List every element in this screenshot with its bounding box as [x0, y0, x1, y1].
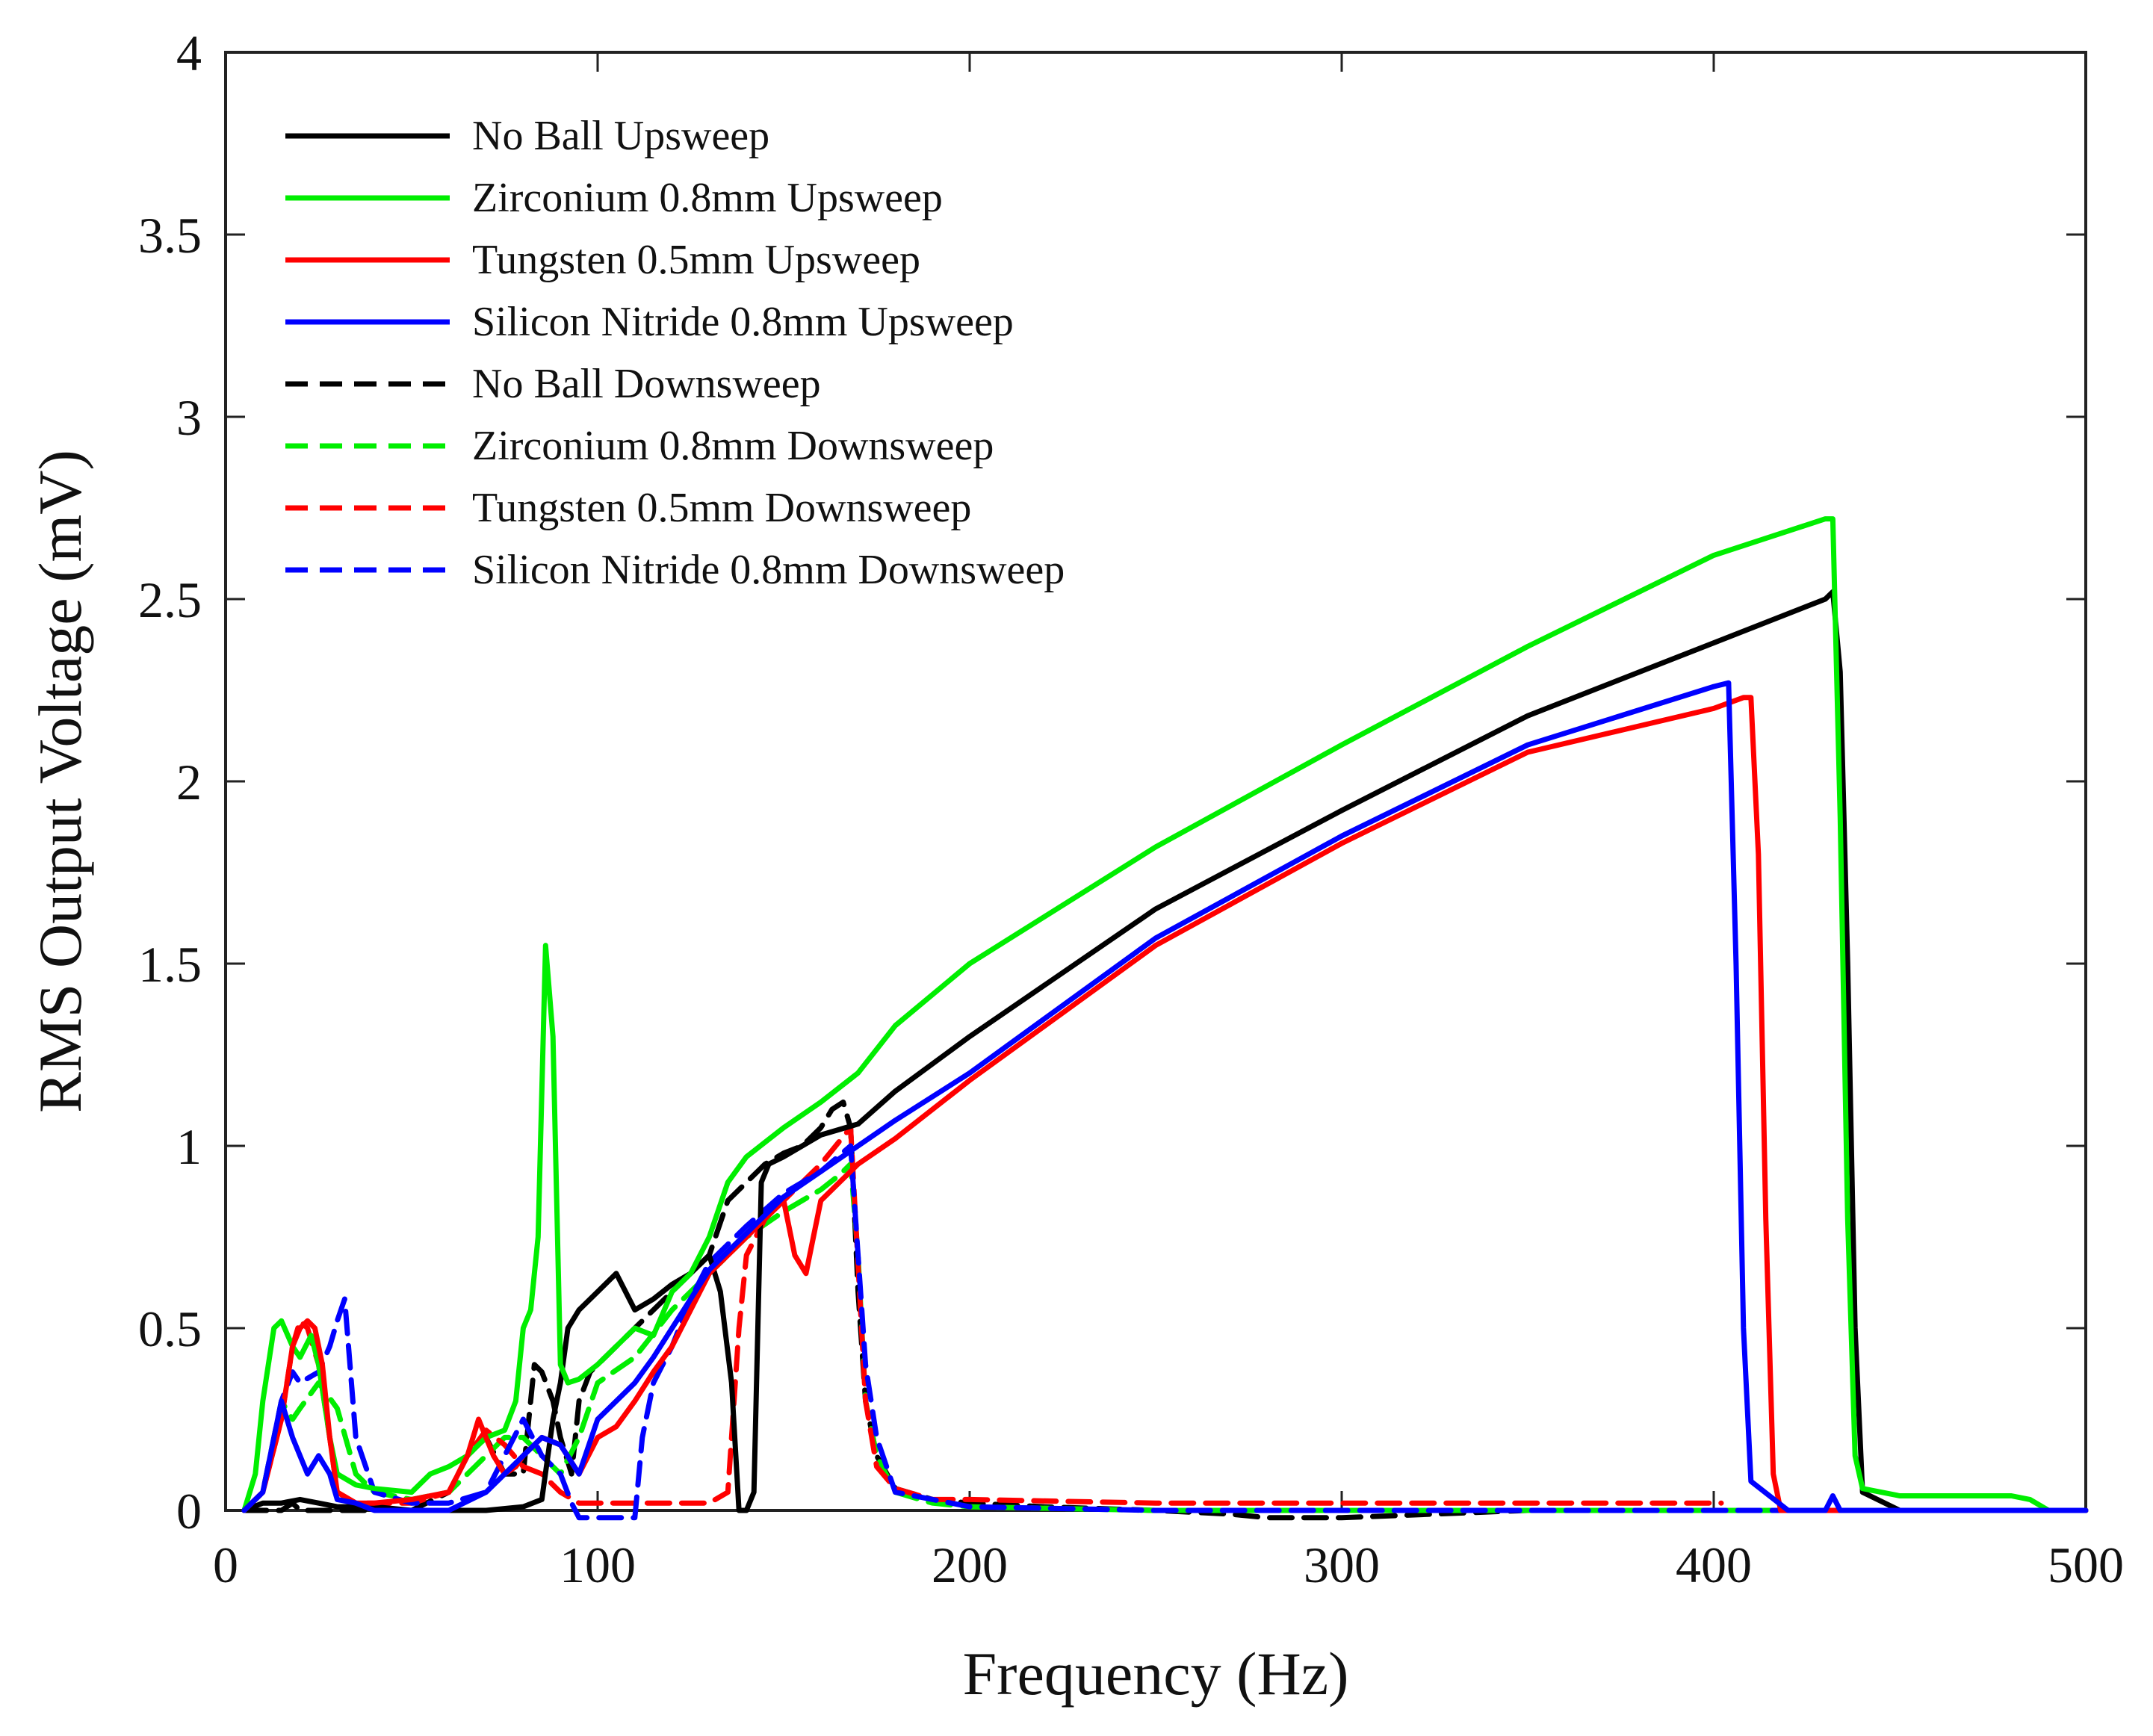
x-tick-label: 100: [560, 1537, 636, 1593]
y-tick-label: 4: [176, 25, 202, 81]
x-tick-label: 500: [2048, 1537, 2124, 1593]
y-tick-label: 2: [176, 754, 202, 810]
series-line-silicon-nitride-0-8mm-downsweep: [241, 1143, 2089, 1521]
legend-label: Tungsten 0.5mm Downsweep: [472, 485, 971, 531]
axis-ticks: 0 100 200 300 400 500 0 0.5 1 1.5 2 2.5 3 3.5 4: [138, 25, 2124, 1593]
series-line-zirconium-0-8mm-downsweep: [241, 1161, 2089, 1513]
legend-label: No Ball Downsweep: [472, 361, 821, 407]
series-line-silicon-nitride-0-8mm-upsweep: [241, 680, 2089, 1513]
y-axis-title: RMS Output Voltage (mV): [26, 450, 94, 1113]
x-tick-label: 300: [1304, 1537, 1380, 1593]
y-tick-label: 0.5: [138, 1301, 202, 1357]
x-axis-title: Frequency (Hz): [963, 1640, 1349, 1708]
y-tick-label: 1.5: [138, 936, 202, 993]
y-tick-label: 1: [176, 1118, 202, 1175]
y-tick-label: 0: [176, 1483, 202, 1540]
x-tick-label: 200: [932, 1537, 1008, 1593]
legend-label: Zirconium 0.8mm Upsweep: [472, 175, 943, 221]
x-tick-label: 0: [213, 1537, 238, 1593]
legend-label: Silicon Nitride 0.8mm Downsweep: [472, 547, 1065, 593]
x-tick-label: 400: [1676, 1537, 1752, 1593]
y-tick-label: 3: [176, 389, 202, 446]
series-lines: [241, 516, 2089, 1521]
y-tick-label: 3.5: [138, 207, 202, 264]
legend-label: Silicon Nitride 0.8mm Upsweep: [472, 299, 1014, 345]
y-tick-label: 2.5: [138, 571, 202, 628]
legend: No Ball Upsweep Zirconium 0.8mm Upsweep Tu…: [285, 113, 1065, 593]
legend-label: No Ball Upsweep: [472, 113, 769, 159]
legend-label: Zirconium 0.8mm Downsweep: [472, 423, 994, 469]
legend-label: Tungsten 0.5mm Upsweep: [472, 237, 920, 283]
